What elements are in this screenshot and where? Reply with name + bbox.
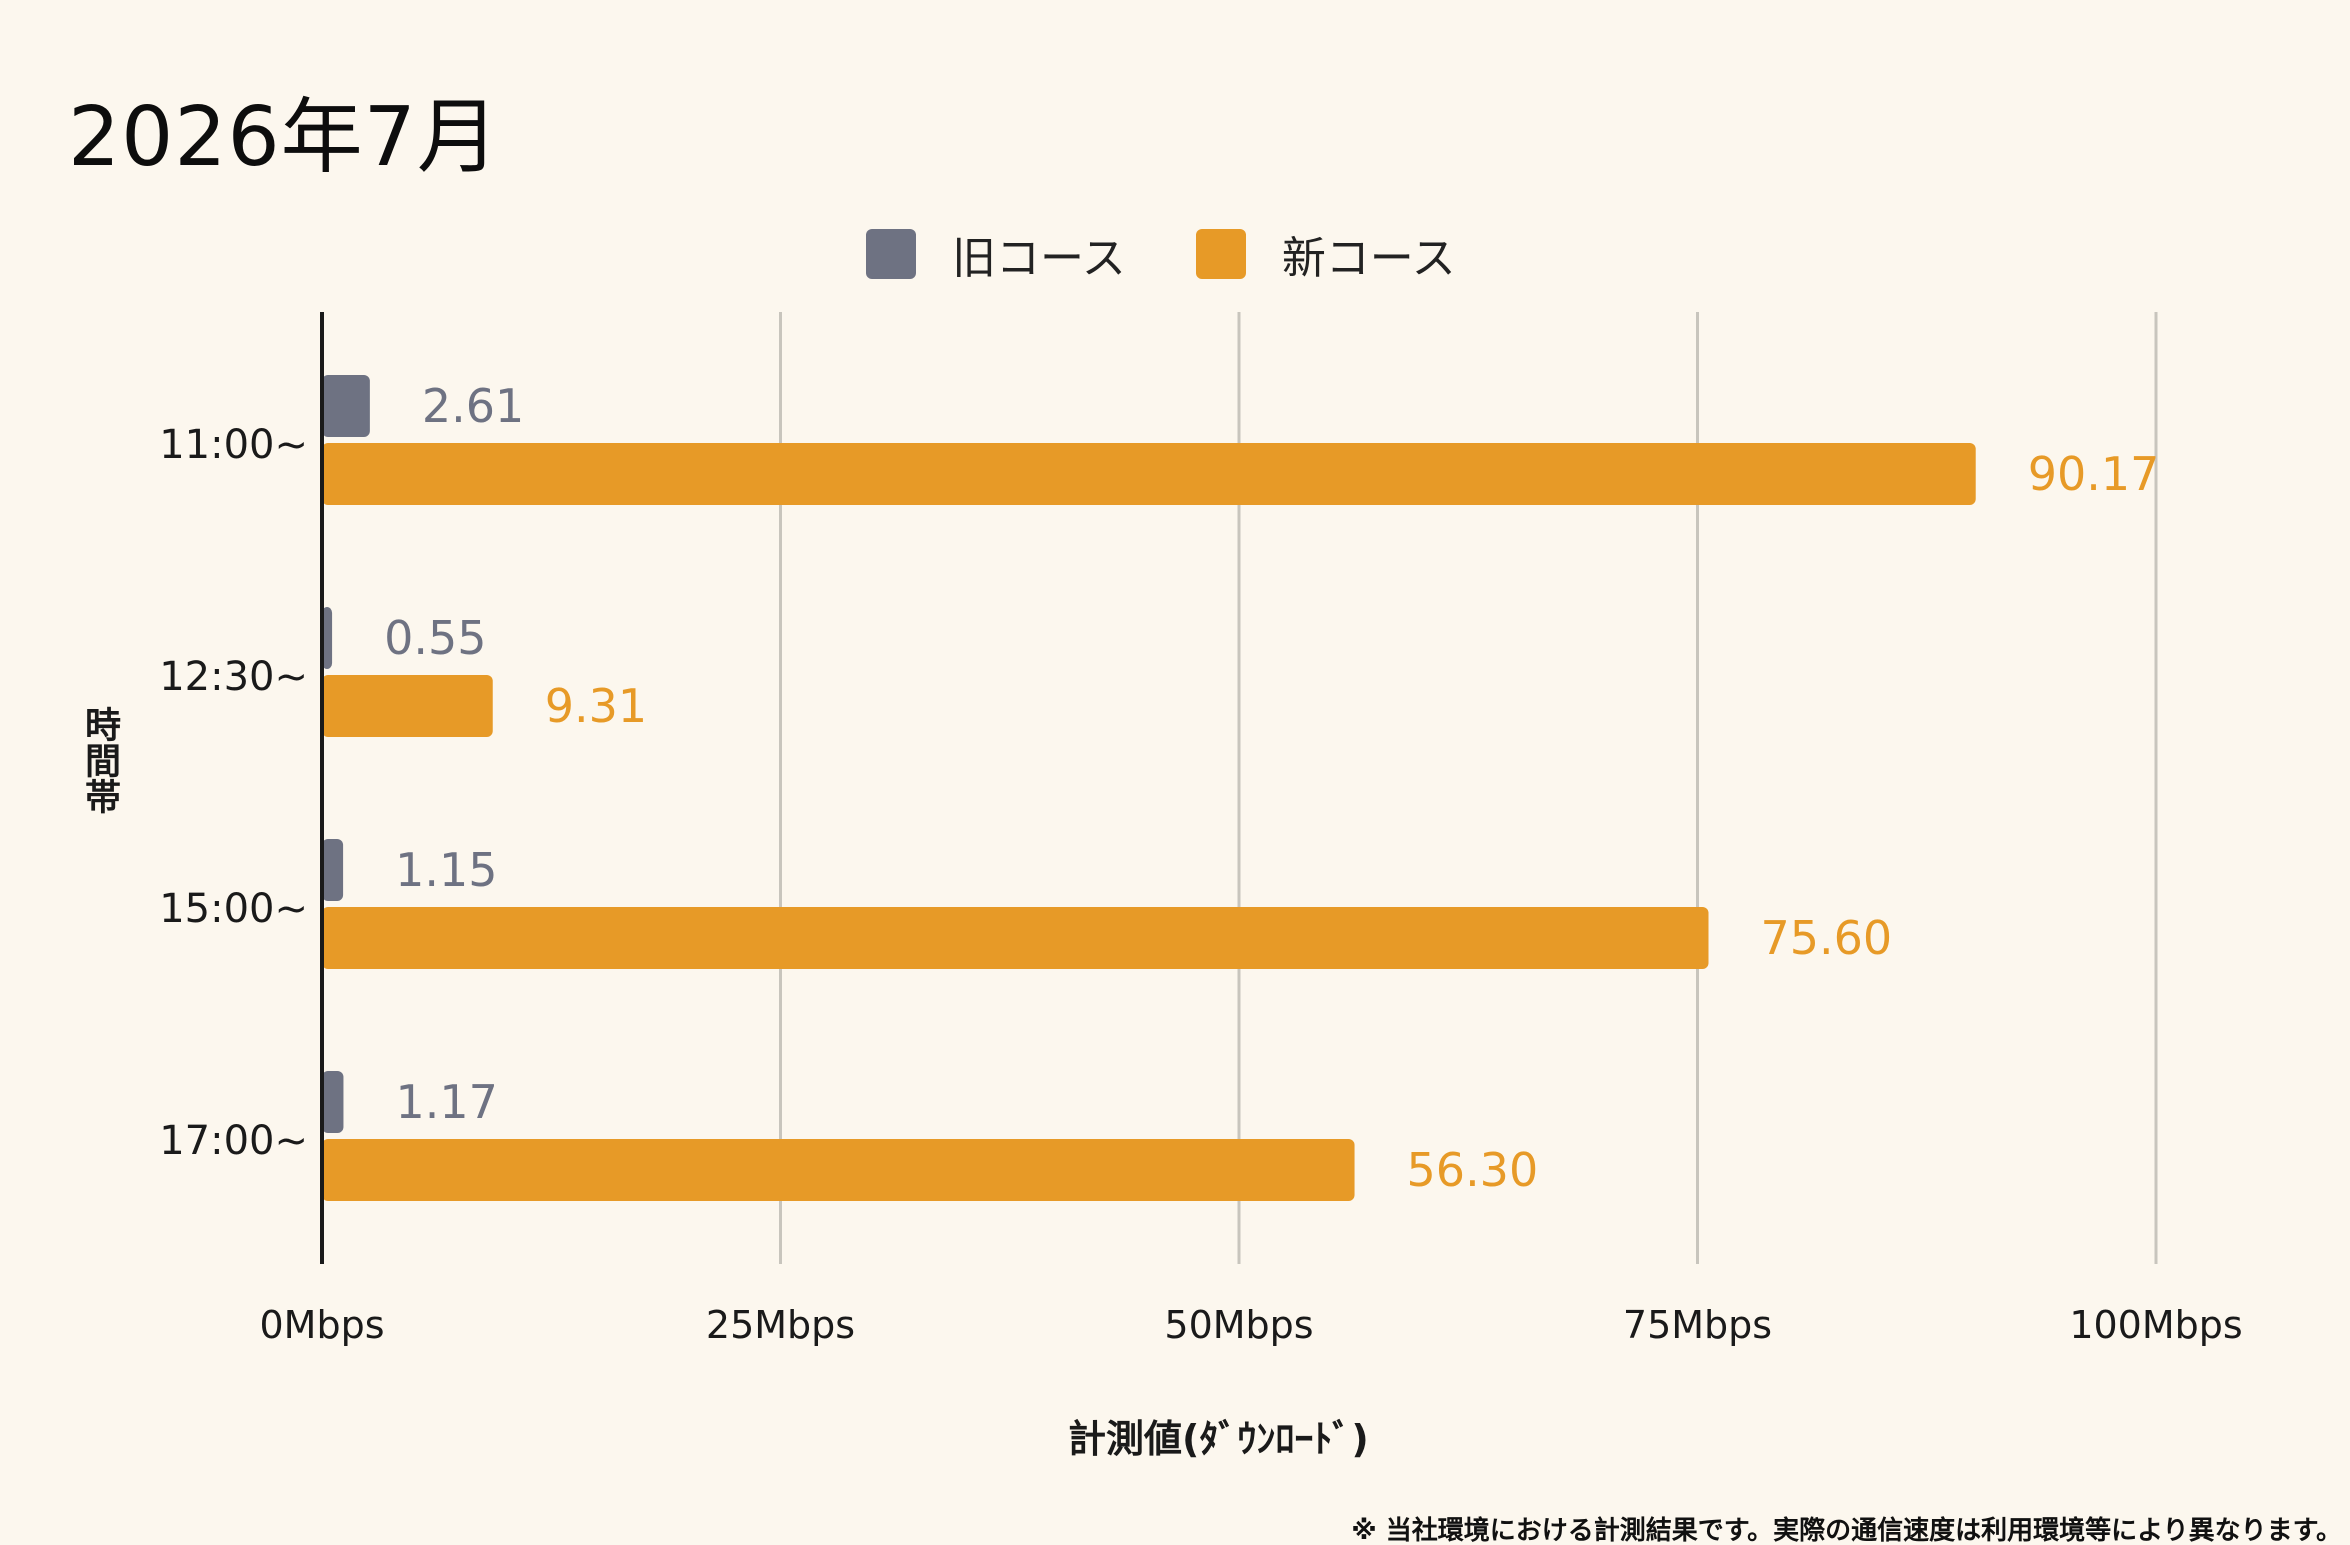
y-tick-label: 17:00~ [159, 1118, 308, 1164]
x-axis-title: 計測値(ﾀﾞｳﾝﾛｰﾄﾞ) [1068, 1417, 1369, 1461]
y-tick-label: 12:30~ [159, 654, 308, 700]
x-tick-label: 25Mbps [706, 1303, 855, 1347]
value-label-new-course: 75.60 [1761, 911, 1893, 965]
bar-new-course [322, 907, 1709, 969]
legend-label-new: 新コース [1281, 233, 1456, 284]
value-label-new-course: 56.30 [1407, 1143, 1539, 1197]
value-label-new-course: 90.17 [2028, 447, 2160, 501]
x-tick-label: 75Mbps [1623, 1303, 1772, 1347]
value-label-old-course: 0.55 [384, 611, 486, 665]
bar-old-course [322, 839, 344, 901]
value-label-old-course: 1.15 [395, 843, 497, 897]
y-axis-title: 時間帯 [79, 706, 120, 814]
bar-new-course [322, 1139, 1355, 1201]
legend-swatch-new [1195, 229, 1246, 279]
x-tick-label: 50Mbps [1164, 1303, 1313, 1347]
x-tick-label: 100Mbps [2069, 1303, 2242, 1347]
x-tick-label: 0Mbps [259, 1303, 384, 1347]
y-tick-label: 15:00~ [159, 886, 308, 932]
bar-old-course [322, 607, 333, 669]
bar-old-course [322, 1071, 344, 1133]
value-label-old-course: 1.17 [395, 1075, 497, 1129]
legend-label-old: 旧コース [952, 233, 1126, 284]
legend-swatch-old [866, 229, 916, 279]
value-label-new-course: 9.31 [545, 679, 647, 733]
chart-title: 2026年7月 [68, 90, 500, 185]
legend-entry-new: 新コース [1195, 222, 1456, 286]
bar-new-course [322, 675, 493, 737]
value-label-old-course: 2.61 [422, 379, 524, 433]
legend: 旧コース 新コース [866, 222, 1526, 286]
legend-entry-old: 旧コース [866, 222, 1126, 286]
footnote: ※ 当社環境における計測結果です。実際の通信速度は利用環境等により異なります。 [1351, 1516, 2342, 1545]
bar-old-course [322, 375, 370, 437]
bar-new-course [322, 443, 1976, 505]
y-tick-label: 11:00~ [159, 422, 308, 468]
